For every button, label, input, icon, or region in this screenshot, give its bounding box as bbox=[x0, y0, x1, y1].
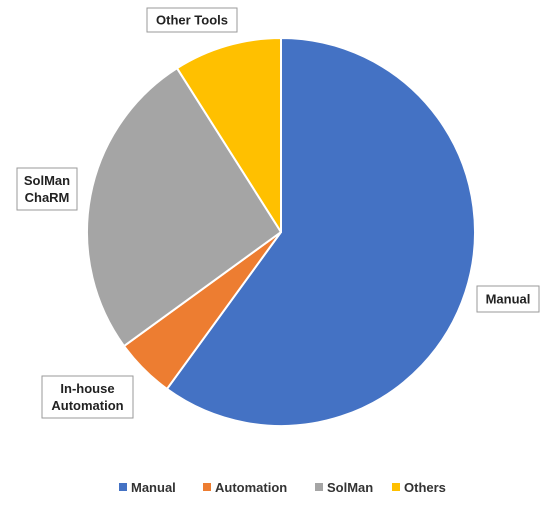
legend-label-automation: Automation bbox=[215, 480, 287, 495]
callout-solman: SolMan ChaRM bbox=[16, 167, 78, 211]
callout-box bbox=[41, 375, 134, 419]
legend-label-solman: SolMan bbox=[327, 480, 373, 495]
callout-box bbox=[476, 285, 540, 313]
legend-item-manual: Manual bbox=[119, 480, 176, 495]
legend-item-solman: SolMan bbox=[315, 480, 373, 495]
pie-slices bbox=[86, 37, 476, 427]
callout-text-automation: In-house bbox=[60, 381, 114, 396]
pie-slice-manual bbox=[165, 37, 476, 427]
callout-text-automation: Automation bbox=[51, 398, 123, 413]
callout-box bbox=[146, 7, 238, 33]
legend-item-automation: Automation bbox=[203, 480, 287, 495]
callout-others: Other Tools bbox=[146, 7, 238, 33]
legend-swatch-others bbox=[392, 483, 400, 491]
pie-slice-solman bbox=[86, 67, 282, 348]
callout-text-solman: SolMan bbox=[24, 173, 70, 188]
callout-text-manual: Manual bbox=[486, 292, 531, 307]
legend-swatch-automation bbox=[203, 483, 211, 491]
pie-slice-others bbox=[176, 37, 282, 233]
legend-swatch-solman bbox=[315, 483, 323, 491]
callout-box bbox=[16, 167, 78, 211]
legend-item-others: Others bbox=[392, 480, 446, 495]
legend: Manual Automation SolMan Others bbox=[119, 480, 446, 495]
callout-text-others: Other Tools bbox=[156, 13, 228, 28]
callout-automation: In-house Automation bbox=[41, 375, 134, 419]
callout-labels: Manual In-house Automation SolMan ChaRM Other… bbox=[16, 7, 540, 419]
callout-text-solman: ChaRM bbox=[25, 190, 70, 205]
legend-label-manual: Manual bbox=[131, 480, 176, 495]
legend-swatch-manual bbox=[119, 483, 127, 491]
legend-label-others: Others bbox=[404, 480, 446, 495]
callout-manual: Manual bbox=[476, 285, 540, 313]
